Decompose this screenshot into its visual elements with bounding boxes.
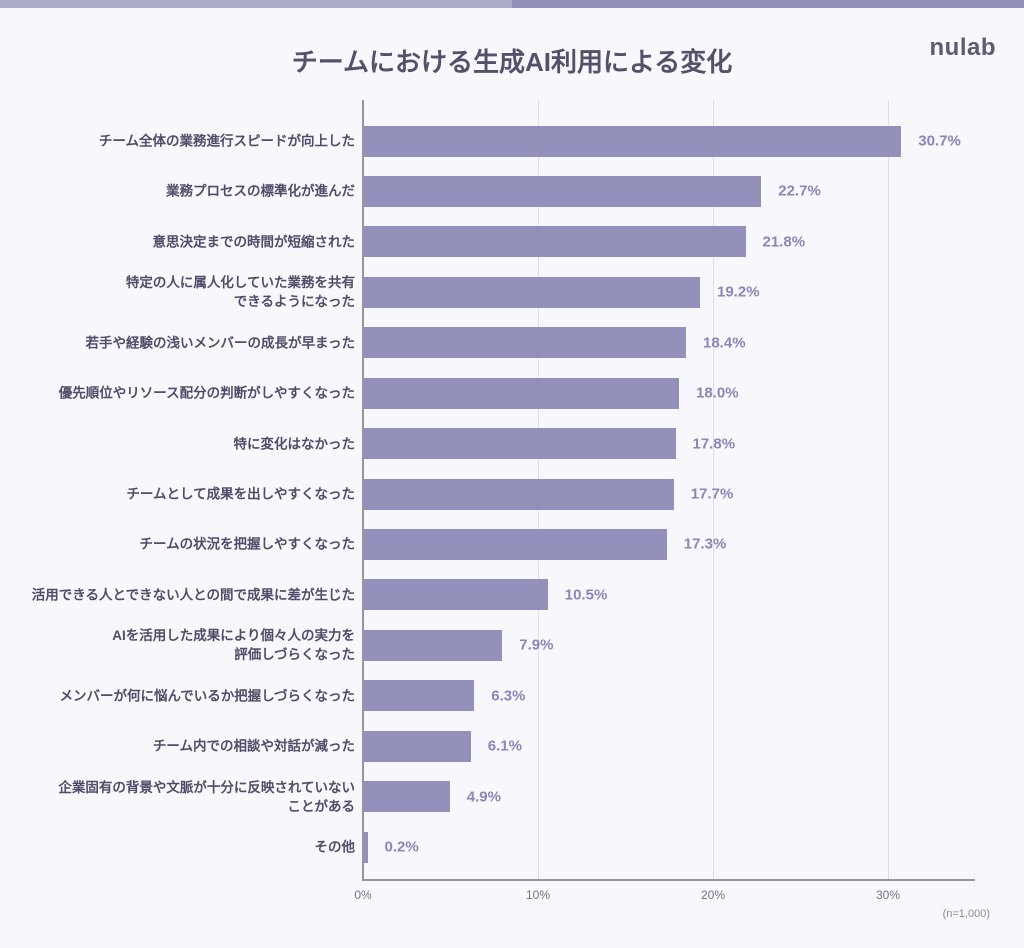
gridline-20-percent [713, 100, 714, 880]
value-label: 6.1% [487, 737, 522, 755]
category-label: チーム内での相談や対話が減った [152, 738, 355, 754]
bar-chart: チーム全体の業務進行スピードが向上した 30.7% 業務プロセスの標準化が進んだ 22… [0, 100, 1024, 902]
category-label: AIを活用した成果により個々人の実力を 評価しづらくなった [112, 628, 355, 663]
gridline-30-percent [888, 100, 889, 880]
chart-row: チームとして成果を出しやすくなった 17.7% [0, 468, 1024, 520]
value-label: 19.2% [717, 283, 760, 301]
x-axis-line [362, 879, 975, 881]
bar [364, 528, 667, 560]
value-label: 22.7% [778, 182, 821, 200]
bar [364, 680, 475, 712]
bar [364, 579, 548, 611]
value-label: 17.7% [690, 485, 734, 503]
x-tick-label: 30% [875, 888, 901, 902]
nulab-logo: nulab [929, 34, 996, 61]
value-label: 7.9% [519, 636, 554, 654]
bar [364, 629, 503, 661]
category-label: 業務プロセスの標準化が進んだ [166, 183, 355, 199]
category-label: 意思決定までの時間が短縮された [152, 234, 356, 250]
top-stripe-right-segment [512, 0, 1024, 8]
value-label: 18.4% [703, 334, 746, 352]
x-tick-label: 20% [700, 888, 726, 902]
bar [364, 125, 902, 157]
bar [364, 730, 471, 762]
chart-row: 特定の人に属人化していた業務を共有 できるようになった 19.2% [0, 266, 1024, 318]
chart-row: 特に変化はなかった 17.8% [0, 418, 1024, 470]
bar [364, 175, 762, 207]
category-label: その他 [314, 839, 356, 855]
x-tick-label: 10% [525, 888, 551, 902]
bar [364, 327, 686, 359]
bar [364, 428, 676, 460]
bar [364, 226, 746, 258]
category-label: チーム全体の業務進行スピードが向上した [98, 133, 355, 149]
chart-row: 活用できる人とできない人との間で成果に差が生じた 10.5% [0, 569, 1024, 621]
x-tick-label: 0% [354, 888, 372, 902]
bar [364, 377, 679, 409]
value-label: 18.0% [696, 384, 739, 402]
chart-row: 企業固有の背景や文脈が十分に反映されていない ことがある 4.9% [0, 771, 1024, 823]
chart-row: その他 0.2% [0, 821, 1024, 873]
chart-row: 優先順位やリソース配分の判断がしやすくなった 18.0% [0, 367, 1024, 419]
bar [364, 478, 674, 510]
bar [364, 831, 368, 863]
category-label: 若手や経験の浅いメンバーの成長が早まった [85, 335, 355, 351]
category-label: 特に変化はなかった [233, 436, 356, 452]
top-stripe [0, 0, 1024, 8]
top-stripe-left-segment [0, 0, 512, 8]
category-label: 活用できる人とできない人との間で成果に差が生じた [31, 587, 355, 603]
value-label: 17.8% [692, 435, 736, 453]
value-label: 10.5% [564, 586, 608, 604]
value-label: 4.9% [466, 788, 501, 806]
y-axis-line [362, 100, 364, 880]
chart-row: チーム内での相談や対話が減った 6.1% [0, 720, 1024, 772]
category-label: メンバーが何に悩んでいるか把握しづらくなった [59, 688, 355, 704]
value-label: 21.8% [762, 233, 806, 251]
value-label: 0.2% [384, 838, 419, 856]
category-label: 優先順位やリソース配分の判断がしやすくなった [58, 385, 355, 401]
chart-row: 業務プロセスの標準化が進んだ 22.7% [0, 165, 1024, 217]
chart-row: チーム全体の業務進行スピードが向上した 30.7% [0, 115, 1024, 167]
category-label: 企業固有の背景や文脈が十分に反映されていない ことがある [58, 779, 355, 814]
value-label: 6.3% [491, 687, 526, 705]
bar [364, 781, 450, 813]
chart-row: メンバーが何に悩んでいるか把握しづらくなった 6.3% [0, 670, 1024, 722]
chart-row: 意思決定までの時間が短縮された 21.8% [0, 216, 1024, 268]
chart-row: AIを活用した成果により個々人の実力を 評価しづらくなった 7.9% [0, 619, 1024, 671]
category-label: 特定の人に属人化していた業務を共有 できるようになった [125, 275, 355, 310]
value-label: 30.7% [918, 132, 961, 150]
bar [364, 276, 700, 308]
category-label: チームとして成果を出しやすくなった [126, 486, 355, 502]
chart-row: チームの状況を把握しやすくなった 17.3% [0, 518, 1024, 570]
category-label: チームの状況を把握しやすくなった [139, 536, 355, 552]
chart-row: 若手や経験の浅いメンバーの成長が早まった 18.4% [0, 317, 1024, 369]
value-label: 17.3% [683, 535, 727, 553]
sample-size-note: (n=1,000) [942, 908, 990, 920]
chart-title: チームにおける生成AI利用による変化 [291, 47, 733, 77]
